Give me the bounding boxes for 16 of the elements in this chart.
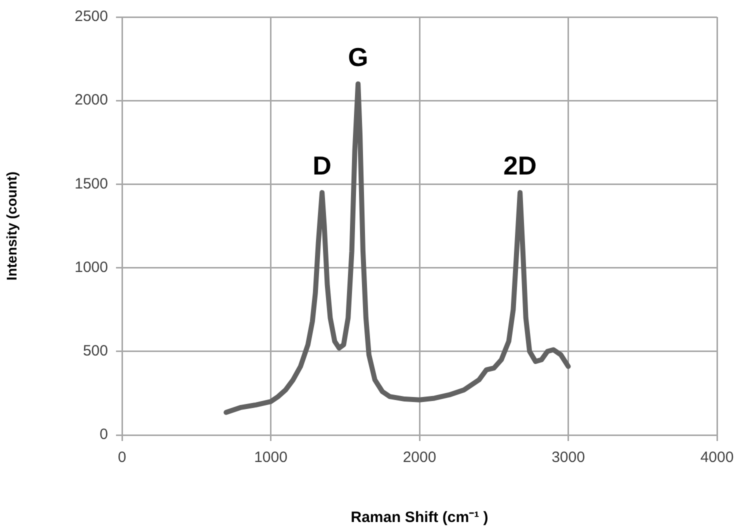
y-tick-label: 1500	[74, 175, 108, 192]
y-tick-label: 500	[82, 342, 108, 360]
x-tick-label: 2000	[402, 449, 436, 466]
annotation: 2D	[503, 150, 537, 181]
y-tick-label: 0	[100, 426, 108, 444]
y-axis-title: Intensity (count)	[3, 172, 20, 280]
annotation: G	[348, 42, 368, 72]
x-axis-title: Raman Shift (cm⁻¹ )	[350, 509, 488, 526]
y-tick-label: 2500	[74, 8, 108, 26]
annotation: D	[312, 150, 332, 181]
x-tick-label: 3000	[552, 449, 585, 466]
x-tick-label: 4000	[700, 449, 734, 466]
x-tick-label: 0	[118, 449, 126, 466]
x-tick-label: 1000	[254, 449, 288, 466]
y-tick-label: 1000	[74, 258, 108, 276]
y-tick-label: 2000	[74, 92, 108, 109]
